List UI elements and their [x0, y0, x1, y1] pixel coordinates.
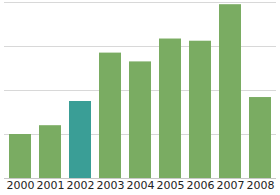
- svg-text:2003: 2003: [97, 179, 125, 192]
- svg-text:2006: 2006: [187, 179, 215, 192]
- svg-text:2005: 2005: [157, 179, 185, 192]
- svg-text:2008: 2008: [247, 179, 275, 192]
- svg-text:2004: 2004: [127, 179, 155, 192]
- svg-text:2001: 2001: [37, 179, 65, 192]
- svg-text:2002: 2002: [67, 179, 95, 192]
- svg-text:2000: 2000: [7, 179, 35, 192]
- svg-text:2007: 2007: [217, 179, 245, 192]
